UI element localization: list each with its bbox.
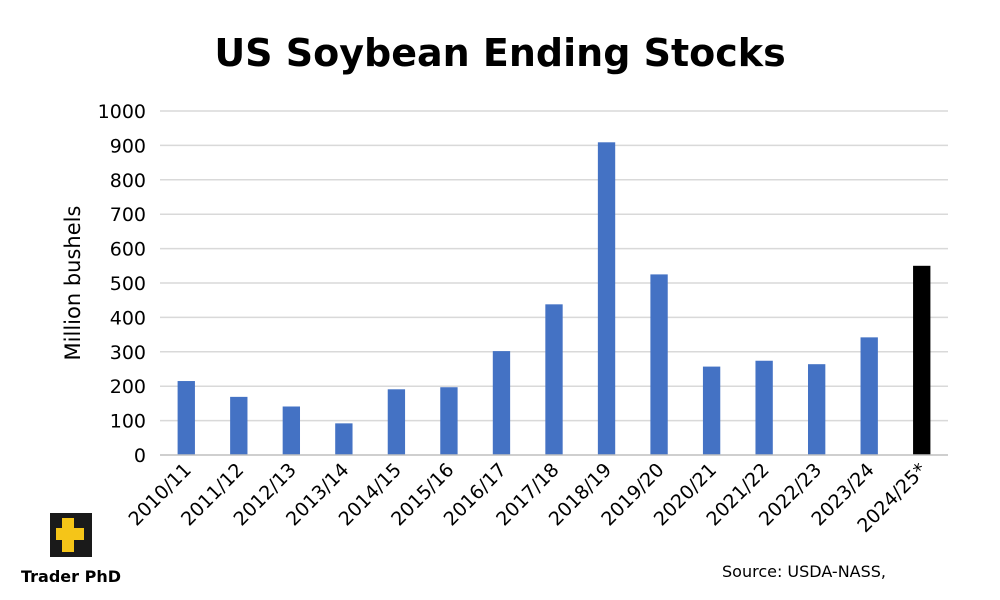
bar-2012-13	[282, 406, 301, 455]
y-tick-label: 800	[110, 170, 146, 192]
bar-2018-19	[597, 142, 616, 455]
bar-2020-21	[702, 366, 721, 455]
y-tick-label: 100	[110, 411, 146, 433]
bar-2022-23	[807, 364, 826, 455]
y-tick-label: 700	[110, 204, 146, 226]
y-tick-label: 500	[110, 273, 146, 295]
bar-2011-12	[230, 396, 248, 455]
chart-title: US Soybean Ending Stocks	[214, 31, 785, 75]
bar-2010-11	[177, 381, 195, 455]
source-note: Source: USDA-NASS,	[722, 562, 886, 581]
y-tick-label: 300	[110, 342, 146, 364]
bars	[177, 142, 931, 455]
bar-2021-22	[755, 360, 773, 455]
bar-2023-24	[860, 337, 878, 455]
bar-2014-15	[387, 389, 406, 455]
bar-2013-14	[335, 423, 353, 455]
bar-2016-17	[492, 351, 511, 455]
y-tick-label: 1000	[98, 101, 146, 123]
brand-name: Trader PhD	[21, 567, 121, 586]
bar-2024-25-	[913, 265, 931, 455]
bar-2015-16	[440, 387, 458, 455]
y-tick-label: 400	[110, 307, 146, 329]
y-tick-label: 0	[134, 445, 146, 467]
y-tick-label: 900	[110, 135, 146, 157]
y-tick-labels: 0 100 200 300 400 500 600 700 800 900 1000	[98, 101, 146, 467]
trader-phd-logo-icon	[50, 513, 92, 557]
y-tick-label: 600	[110, 239, 146, 261]
gridlines	[160, 110, 948, 422]
x-tick-labels: 2010/112011/122012/132013/142014/152015/…	[124, 459, 931, 537]
bar-2019-20	[650, 274, 668, 455]
y-tick-label: 200	[110, 376, 146, 398]
y-axis-label: Million bushels	[61, 206, 85, 361]
bar-2017-18	[545, 304, 563, 455]
